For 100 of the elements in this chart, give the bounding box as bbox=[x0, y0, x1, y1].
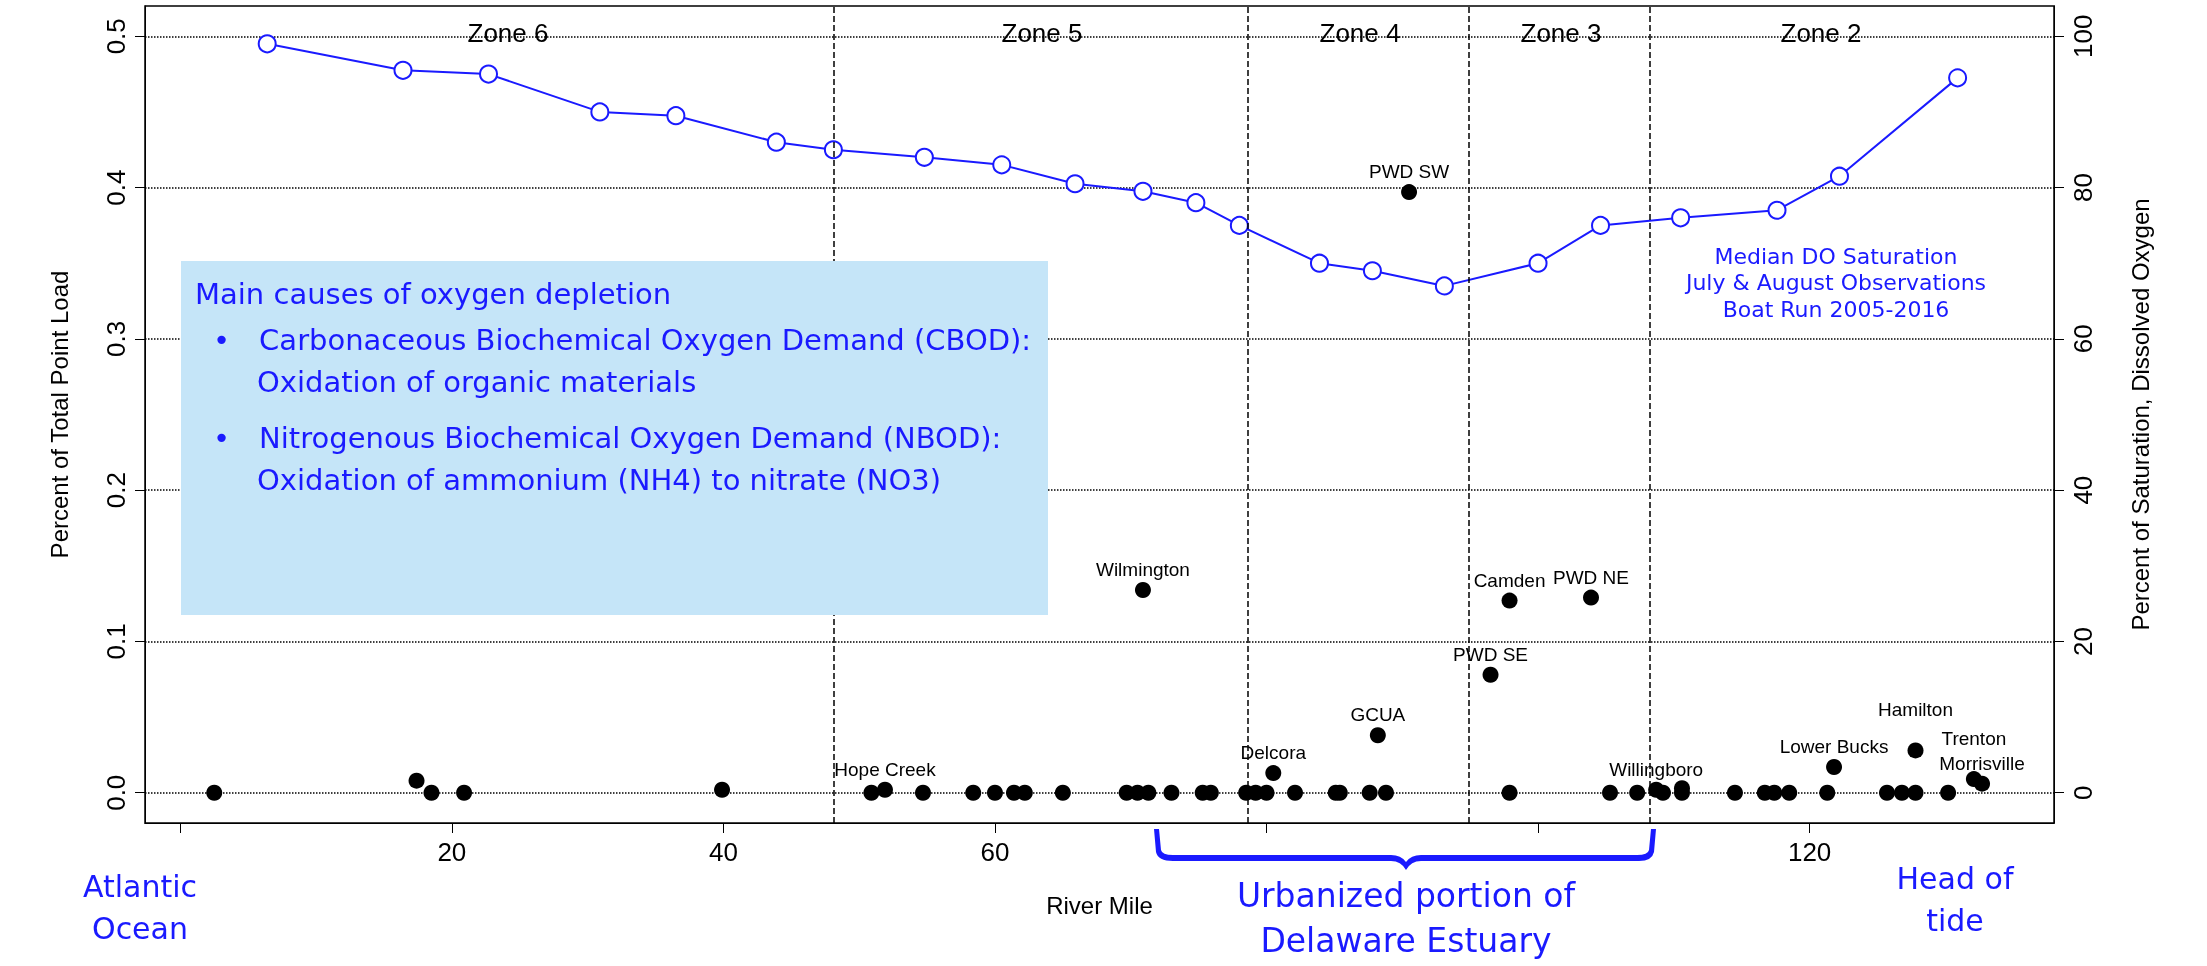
annotation: Zone 6 bbox=[466, 18, 550, 50]
point bbox=[1134, 582, 1151, 598]
y-axis-title: Percent of Total Point Load bbox=[45, 270, 73, 559]
point bbox=[1065, 174, 1085, 194]
point bbox=[1893, 784, 1910, 801]
point bbox=[1133, 181, 1153, 201]
point bbox=[914, 147, 934, 167]
point bbox=[1826, 759, 1843, 776]
y2-tick-label: 60 bbox=[2068, 324, 2098, 354]
point bbox=[206, 784, 223, 801]
x-tick-label: 40 bbox=[708, 837, 738, 867]
point bbox=[876, 781, 893, 798]
text: Urbanized portion of Delaware Estuary bbox=[1236, 876, 1576, 960]
point bbox=[1654, 784, 1671, 801]
annotation: Hope Creek bbox=[834, 758, 937, 780]
point bbox=[1591, 215, 1611, 235]
point bbox=[1907, 784, 1924, 801]
point bbox=[1287, 784, 1304, 801]
point bbox=[1767, 200, 1787, 220]
annotation: Median DO Saturation July & August Observations Boat Run 2005-2016 bbox=[1684, 244, 1988, 324]
point bbox=[1186, 193, 1206, 213]
point bbox=[1629, 784, 1646, 801]
point bbox=[479, 64, 499, 84]
y-tick-label: 0.3 bbox=[101, 320, 131, 357]
point bbox=[1907, 742, 1924, 759]
point bbox=[915, 784, 931, 801]
y-tick-label: 0.5 bbox=[101, 18, 131, 55]
y-tick-label: 0.4 bbox=[101, 169, 131, 206]
x-tick-label: 120 bbox=[1787, 837, 1832, 867]
y2-tick-label: 40 bbox=[2068, 475, 2098, 505]
y2-axis-title: Percent of Saturation, Dissolved Oxygen bbox=[2126, 198, 2154, 631]
point bbox=[257, 34, 277, 54]
point bbox=[965, 784, 982, 801]
point bbox=[1501, 784, 1518, 801]
x-tick-label: 60 bbox=[980, 837, 1010, 867]
point bbox=[1726, 784, 1743, 801]
point bbox=[992, 155, 1012, 175]
point bbox=[1401, 184, 1418, 201]
annotation: Hamilton bbox=[1878, 699, 1953, 721]
point bbox=[408, 772, 425, 789]
point bbox=[1229, 215, 1249, 235]
point bbox=[456, 784, 473, 801]
point bbox=[1940, 784, 1957, 801]
point bbox=[1948, 68, 1968, 88]
point bbox=[1819, 784, 1836, 801]
annotation: Zone 4 bbox=[1318, 18, 1402, 50]
annotation: PWD NE bbox=[1553, 566, 1630, 588]
point bbox=[393, 60, 413, 80]
point bbox=[1309, 253, 1329, 273]
point bbox=[1163, 784, 1180, 801]
point bbox=[1482, 666, 1499, 683]
y-tick-label: 0.0 bbox=[101, 774, 131, 811]
annotation: GCUA bbox=[1350, 704, 1406, 726]
annotation: Willingboro bbox=[1609, 758, 1704, 780]
y2-tick-label: 20 bbox=[2068, 626, 2098, 656]
annotation: • Nitrogenous Biochemical Oxygen Demand (NBOD): Oxidation of ammonium (NH4) to nitrate (NO3) bbox=[212, 420, 1003, 500]
point bbox=[1054, 784, 1071, 801]
annotation: • Carbonaceous Biochemical Oxygen Demand (CBOD): Oxidation of organic materials bbox=[212, 322, 1033, 402]
point bbox=[1879, 784, 1895, 801]
annotation: Main causes of oxygen depletion bbox=[195, 276, 673, 313]
point bbox=[766, 132, 786, 152]
annotation: Delcora bbox=[1240, 742, 1307, 764]
x-tick-label: 20 bbox=[437, 837, 467, 867]
annotation: PWD SE bbox=[1453, 643, 1529, 665]
text: Atlantic Ocean bbox=[81, 868, 199, 948]
point bbox=[714, 781, 731, 798]
y-tick-label: 0.2 bbox=[101, 472, 131, 509]
point bbox=[863, 784, 880, 801]
point bbox=[1528, 253, 1548, 273]
y2-tick-label: 80 bbox=[2068, 173, 2098, 203]
callout-box: Main causes of oxygen depletion • Carbonaceous Biochemical Oxygen Demand (CBOD): Oxidation of organic materials • Nitrogenous Biochemical Oxygen Demand (NBOD): Oxidation of ammonium (NH4) to nitrate (NO3) bbox=[181, 261, 1048, 615]
annotation: Morrisville bbox=[1939, 752, 2025, 774]
point bbox=[1362, 261, 1382, 281]
y-tick-label: 0.1 bbox=[101, 623, 131, 660]
annotation: PWD SW bbox=[1368, 161, 1450, 183]
point bbox=[423, 784, 440, 801]
point bbox=[1434, 276, 1454, 296]
point bbox=[1140, 784, 1157, 801]
annotation: Zone 2 bbox=[1779, 18, 1863, 50]
y2-tick-label: 100 bbox=[2068, 14, 2098, 58]
point bbox=[1781, 784, 1798, 801]
y2-tick-label: 0 bbox=[2068, 785, 2098, 800]
point bbox=[1829, 166, 1849, 186]
point bbox=[1361, 784, 1378, 801]
x-axis-title: River Mile bbox=[1046, 891, 1153, 919]
point bbox=[1501, 592, 1518, 609]
annotation: Zone 3 bbox=[1519, 18, 1603, 50]
point bbox=[590, 102, 610, 122]
annotation: Wilmington bbox=[1095, 559, 1190, 580]
point bbox=[1671, 208, 1691, 228]
point bbox=[986, 784, 1003, 801]
point bbox=[1602, 784, 1619, 801]
point bbox=[1265, 765, 1282, 782]
point bbox=[1583, 589, 1600, 606]
point bbox=[1369, 727, 1386, 744]
annotation: Lower Bucks bbox=[1779, 736, 1889, 758]
annotation: Camden bbox=[1473, 569, 1546, 591]
text: Head of tide bbox=[1895, 860, 2015, 940]
point bbox=[1974, 775, 1991, 792]
point bbox=[1378, 784, 1394, 801]
